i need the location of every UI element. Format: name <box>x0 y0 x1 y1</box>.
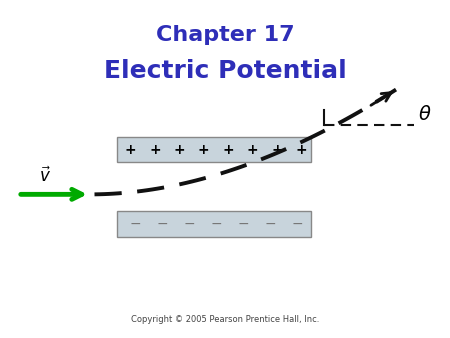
Text: +: + <box>247 143 258 156</box>
Bar <box>117 211 310 237</box>
Text: $\vec{v}$: $\vec{v}$ <box>39 166 51 186</box>
Text: +: + <box>271 143 283 156</box>
Text: +: + <box>149 143 161 156</box>
Text: +: + <box>174 143 185 156</box>
Text: Chapter 17: Chapter 17 <box>156 25 294 46</box>
Text: +: + <box>125 143 136 156</box>
Text: Electric Potential: Electric Potential <box>104 59 346 83</box>
Text: −: − <box>129 217 141 231</box>
Text: −: − <box>210 217 222 231</box>
Text: −: − <box>237 217 249 231</box>
Bar <box>117 137 310 162</box>
Text: $\theta$: $\theta$ <box>418 105 432 124</box>
Text: −: − <box>183 217 195 231</box>
Text: −: − <box>291 217 303 231</box>
Text: +: + <box>296 143 307 156</box>
Text: Copyright © 2005 Pearson Prentice Hall, Inc.: Copyright © 2005 Pearson Prentice Hall, … <box>131 315 319 324</box>
Text: +: + <box>222 143 234 156</box>
Text: −: − <box>264 217 276 231</box>
Text: −: − <box>156 217 168 231</box>
Text: +: + <box>198 143 210 156</box>
